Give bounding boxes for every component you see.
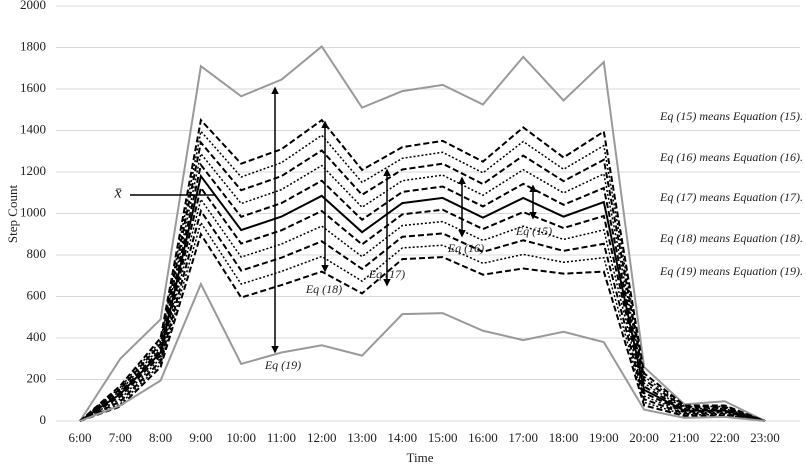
equation-note: Eq (16) means Equation (16). bbox=[659, 150, 803, 164]
x-tick-label: 15:00 bbox=[428, 430, 458, 445]
equation-note: Eq (18) means Equation (18). bbox=[659, 231, 803, 245]
x-tick-label: 10:00 bbox=[226, 430, 256, 445]
equation-note: Eq (17) means Equation (17). bbox=[659, 190, 803, 204]
equation-note: Eq (15) means Equation (15). bbox=[659, 109, 803, 123]
arrow-label: Eq (15) bbox=[515, 224, 552, 238]
x-tick-label: 8:00 bbox=[149, 430, 172, 445]
series-line bbox=[79, 231, 766, 422]
x-tick-label: 23:00 bbox=[750, 430, 780, 445]
x-tick-label: 12:00 bbox=[307, 430, 337, 445]
x-tick-label: 13:00 bbox=[347, 430, 377, 445]
x-tick-label: 19:00 bbox=[589, 430, 619, 445]
x-tick-label: 11:00 bbox=[267, 430, 296, 445]
arrow-label: Eq (17) bbox=[368, 267, 405, 281]
y-tick-label: 1000 bbox=[20, 204, 46, 219]
series-line bbox=[79, 197, 766, 422]
equation-note: Eq (19) means Equation (19). bbox=[659, 264, 803, 278]
y-tick-label: 1400 bbox=[20, 121, 46, 136]
x-tick-label: 7:00 bbox=[109, 430, 132, 445]
x-tick-label: 21:00 bbox=[670, 430, 700, 445]
x-tick-label: 6:00 bbox=[68, 430, 91, 445]
series-line bbox=[79, 140, 766, 422]
x-tick-label: 17:00 bbox=[508, 430, 538, 445]
x-tick-label: 22:00 bbox=[710, 430, 740, 445]
y-tick-label: 200 bbox=[27, 370, 47, 385]
y-tick-label: 1600 bbox=[20, 80, 46, 95]
series-line bbox=[79, 117, 766, 422]
y-tick-label: 600 bbox=[27, 287, 47, 302]
y-tick-label: 2000 bbox=[20, 0, 46, 12]
series-line bbox=[79, 173, 766, 422]
series-line bbox=[79, 220, 766, 422]
series-line bbox=[79, 129, 766, 422]
x-tick-label: 18:00 bbox=[549, 430, 579, 445]
series-line bbox=[79, 281, 766, 422]
series-line bbox=[79, 152, 766, 422]
y-tick-label: 800 bbox=[27, 246, 47, 261]
y-axis-title: Step Count bbox=[5, 185, 20, 244]
x-axis-title: Time bbox=[407, 450, 434, 465]
x-tick-label: 9:00 bbox=[189, 430, 212, 445]
series-line bbox=[79, 208, 766, 422]
x-tick-label: 14:00 bbox=[388, 430, 418, 445]
mean-label: x̄ bbox=[113, 185, 121, 202]
y-tick-label: 1200 bbox=[20, 163, 46, 178]
arrow-label: Eq (18) bbox=[305, 282, 342, 296]
y-tick-label: 400 bbox=[27, 329, 47, 344]
x-tick-label: 16:00 bbox=[468, 430, 498, 445]
y-tick-label: 1800 bbox=[20, 38, 46, 53]
arrow-label: Eq (16) bbox=[447, 241, 484, 255]
x-tick-label: 20:00 bbox=[629, 430, 659, 445]
series-line bbox=[79, 185, 766, 422]
series-line bbox=[79, 44, 766, 422]
y-tick-label: 0 bbox=[40, 412, 47, 427]
arrow-label: Eq (19) bbox=[264, 358, 301, 372]
